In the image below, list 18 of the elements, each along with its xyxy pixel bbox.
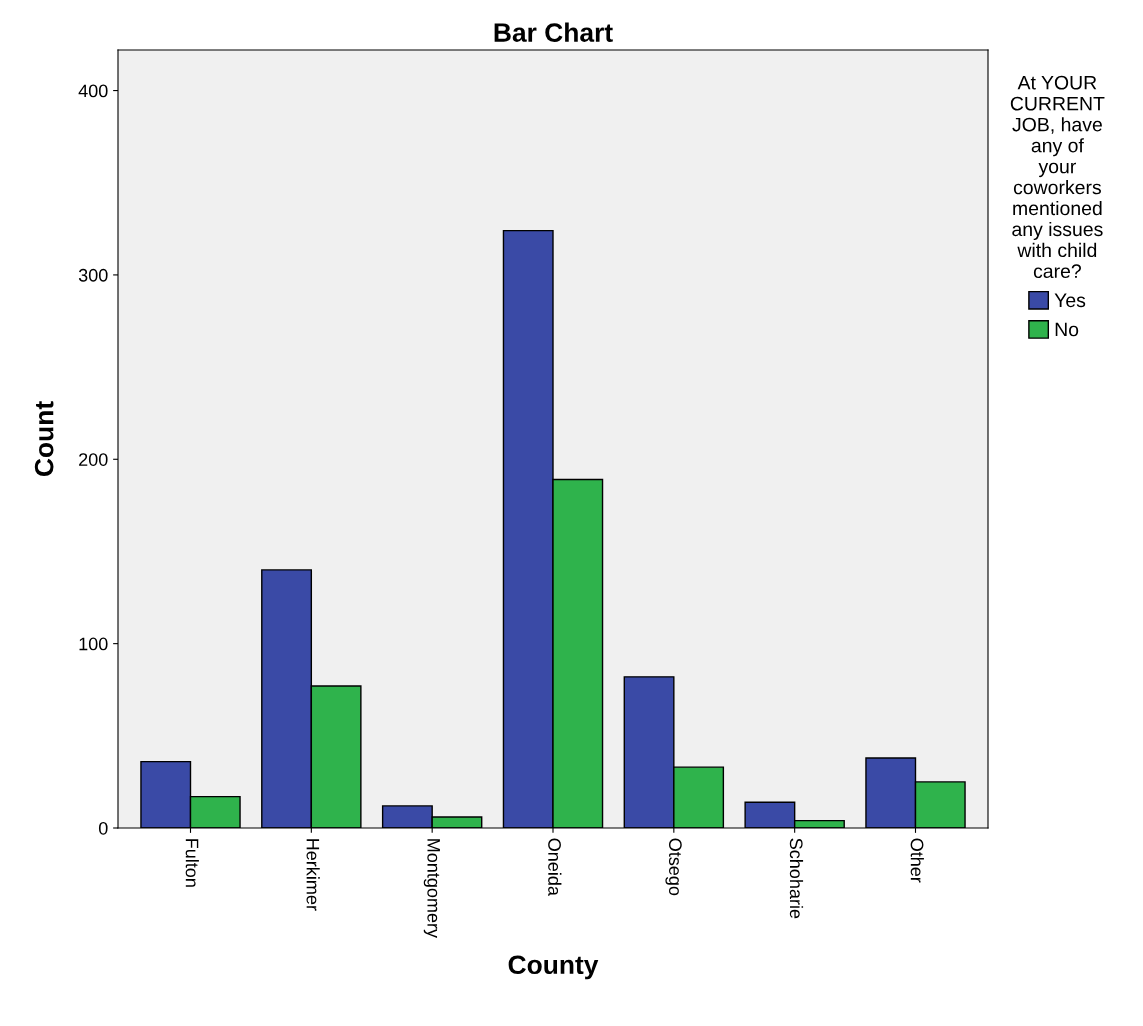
chart-title: Bar Chart bbox=[494, 22, 613, 42]
y-tick-label: 400 bbox=[78, 84, 108, 98]
y-tick-label: 100 bbox=[79, 637, 108, 651]
legend-label: No bbox=[1055, 322, 1079, 337]
x-tick-label: Herkimer bbox=[306, 839, 320, 911]
y-tick-label: 0 bbox=[98, 821, 108, 835]
x-tick-label: Schoharie bbox=[789, 838, 804, 919]
legend-label: Yes bbox=[1054, 293, 1086, 308]
x-tick-label: Oneida bbox=[548, 838, 562, 896]
y-tick-label: 300 bbox=[78, 268, 108, 282]
y-tick-label: 200 bbox=[79, 453, 108, 466]
x-tick-label: Fulton bbox=[185, 839, 199, 887]
x-tick-label: Otsego bbox=[665, 838, 682, 896]
y-axis-title: Count bbox=[34, 401, 54, 477]
text: At YOUR CURRENT JOB, have any of your coworkers mentioned any issues with child care? bbox=[1010, 75, 1105, 279]
x-tick-label: Other bbox=[910, 838, 924, 883]
x-axis-title: County bbox=[508, 955, 599, 980]
x-tick-label: Montgomery bbox=[423, 839, 440, 939]
